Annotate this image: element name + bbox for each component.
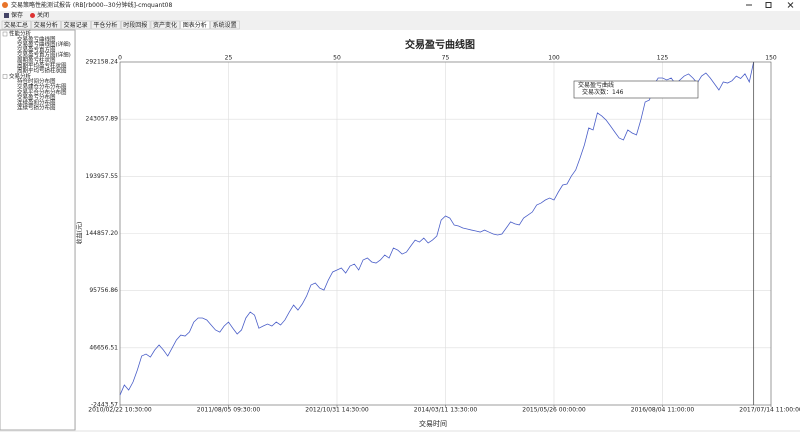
y-tick-label: 193957.55 bbox=[86, 173, 119, 180]
toolbar-button[interactable]: 保存 bbox=[11, 11, 23, 19]
tree-toggle bbox=[2, 31, 8, 37]
x-tick-label-top: 75 bbox=[442, 55, 450, 62]
tree-item[interactable]: 周期平均亏损柱状图 bbox=[17, 67, 67, 75]
x-tick-label: 2010/02/22 10:30:00 bbox=[88, 407, 152, 414]
tab-label[interactable]: 交易记录 bbox=[64, 21, 88, 29]
toolbar-icon bbox=[30, 13, 35, 18]
tree-item[interactable]: 周期平均盈亏柱状图 bbox=[17, 61, 67, 69]
y-tick-label: 95756.86 bbox=[89, 287, 118, 294]
window-title: 交易策略性能测试报告 (RB[rb000--30分钟线]-cmquant08 bbox=[11, 1, 172, 9]
close[interactable] bbox=[787, 2, 794, 8]
tree-group[interactable]: 性能分析 bbox=[9, 30, 32, 38]
tab-label[interactable]: 资产变化 bbox=[153, 21, 177, 29]
y-tick-label: 292158.24 bbox=[86, 59, 119, 66]
x-tick-label: 2016/08/04 11:00:00 bbox=[631, 407, 695, 414]
x-tick-label-top: 125 bbox=[657, 55, 669, 62]
tab-label[interactable]: 交易分析 bbox=[34, 21, 58, 29]
x-tick-label-top: 150 bbox=[765, 55, 777, 62]
tab[interactable] bbox=[31, 20, 61, 30]
tree-item[interactable]: 交易盈亏直方图 bbox=[17, 45, 56, 53]
y-tick-label: 243057.89 bbox=[86, 116, 119, 123]
y-tick-label: -2443.57 bbox=[91, 402, 118, 409]
tree-toggle bbox=[2, 74, 8, 79]
tree-item[interactable]: 连续亏损分布图 bbox=[17, 104, 56, 112]
tree-item[interactable]: 周期盈亏柱状图 bbox=[17, 56, 56, 64]
tab[interactable] bbox=[120, 20, 151, 30]
x-tick-label-top: 50 bbox=[333, 55, 341, 62]
tree-item[interactable]: 交易平仓分布分布图 bbox=[17, 88, 67, 96]
tree-item[interactable]: 交易建仓分布分布图 bbox=[17, 83, 67, 91]
line-series bbox=[119, 61, 755, 396]
tooltip-box bbox=[573, 80, 699, 99]
tree-item[interactable]: 持仓时间分布图 bbox=[17, 77, 56, 85]
tab[interactable] bbox=[1, 20, 32, 30]
tree-item[interactable]: 交易盈亏分布图 bbox=[17, 93, 56, 101]
y-axis-title: 收益(元) bbox=[76, 222, 84, 245]
x-tick-label-top: 0 bbox=[118, 55, 122, 62]
app-icon bbox=[2, 2, 8, 8]
tree-item[interactable]: 交易盈亏曲线图(详细) bbox=[17, 40, 71, 48]
tree-item[interactable]: 连续盈利分布图 bbox=[17, 98, 56, 106]
maximize[interactable] bbox=[765, 2, 772, 8]
x-tick-label-top: 100 bbox=[548, 55, 560, 62]
tab-label[interactable]: 时段回报 bbox=[123, 21, 147, 29]
y-tick-label: 46656.51 bbox=[89, 344, 118, 351]
y-tick-label: 144857.20 bbox=[86, 230, 119, 237]
plot-frame bbox=[119, 61, 772, 406]
tab[interactable] bbox=[91, 20, 121, 30]
x-axis-title: 交易时间 bbox=[419, 419, 447, 428]
x-tick-label: 2017/07/14 11:00:00 bbox=[739, 407, 800, 414]
x-tick-label: 2015/05/26 00:00:00 bbox=[522, 407, 586, 414]
chart-title: 交易盈亏曲线图 bbox=[405, 38, 475, 51]
tab[interactable] bbox=[61, 20, 91, 30]
tab[interactable] bbox=[210, 20, 240, 30]
tree-panel bbox=[0, 29, 76, 431]
toolbar-icon bbox=[4, 13, 9, 18]
x-tick-label: 2011/08/05 09:30:00 bbox=[197, 407, 261, 414]
x-tick-label-top: 25 bbox=[225, 55, 233, 62]
tree-item[interactable]: 交易盈亏直方图(详细) bbox=[17, 51, 71, 59]
tab[interactable] bbox=[180, 20, 210, 30]
title-bar bbox=[0, 0, 800, 11]
x-tick-label: 2012/10/31 14:30:00 bbox=[305, 407, 369, 414]
tab-label[interactable]: 交易汇总 bbox=[4, 21, 28, 29]
tab[interactable] bbox=[150, 20, 181, 30]
tooltip-title: 交易盈亏曲线 bbox=[578, 81, 614, 89]
tooltip-text: 交易次数：146 bbox=[582, 88, 624, 96]
x-tick-label: 2014/03/11 13:30:00 bbox=[414, 407, 478, 414]
tab-label[interactable]: 系统设置 bbox=[213, 21, 237, 29]
toolbar-button[interactable]: 关闭 bbox=[37, 11, 49, 19]
tab-label[interactable]: 图表分析 bbox=[183, 21, 207, 29]
tree-group[interactable]: 交易分析 bbox=[9, 72, 32, 80]
tab-label[interactable]: 平仓分析 bbox=[93, 21, 117, 29]
tree-item[interactable]: 交易盈亏曲线图 bbox=[17, 35, 56, 43]
